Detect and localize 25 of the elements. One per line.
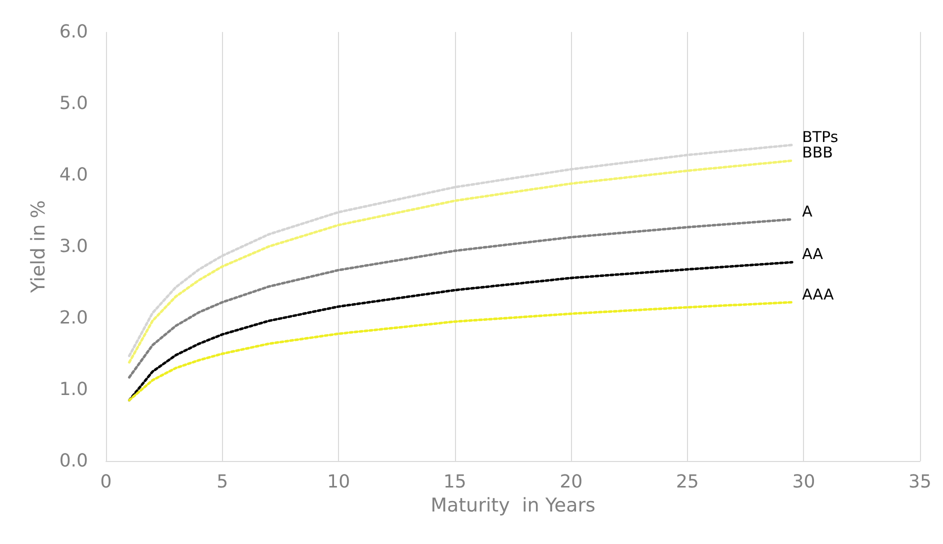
y-tick-label: 1.0	[59, 379, 88, 400]
x-tick-label: 0	[100, 472, 112, 492]
y-tick-label: 4.0	[59, 164, 88, 186]
y-tick-label: 3.0	[59, 236, 88, 257]
x-axis-title: Maturity in Years	[430, 494, 596, 516]
series-label: BBB	[802, 144, 833, 162]
series-label: AAA	[802, 285, 834, 304]
y-tick-label: 5.0	[59, 93, 88, 114]
x-tick-label: 15	[443, 472, 466, 492]
x-tick-label: 35	[908, 472, 932, 492]
x-tick-label: 30	[792, 472, 816, 492]
x-tick-label: 5	[216, 472, 228, 492]
x-tick-label: 25	[676, 472, 699, 492]
line-series	[128, 260, 794, 402]
y-tick-label: 0.0	[59, 450, 88, 472]
line-series	[128, 218, 794, 379]
y-tick-label: 6.0	[59, 22, 88, 42]
x-tick-label: 10	[327, 472, 350, 492]
series-label: AA	[802, 245, 824, 264]
x-tick-label: 20	[560, 472, 583, 492]
series-label: A	[802, 202, 814, 220]
series-label: BTPs	[802, 128, 838, 146]
y-axis-title: Yield in %	[28, 200, 50, 294]
line-series	[128, 301, 794, 402]
y-tick-label: 2.0	[59, 308, 88, 328]
